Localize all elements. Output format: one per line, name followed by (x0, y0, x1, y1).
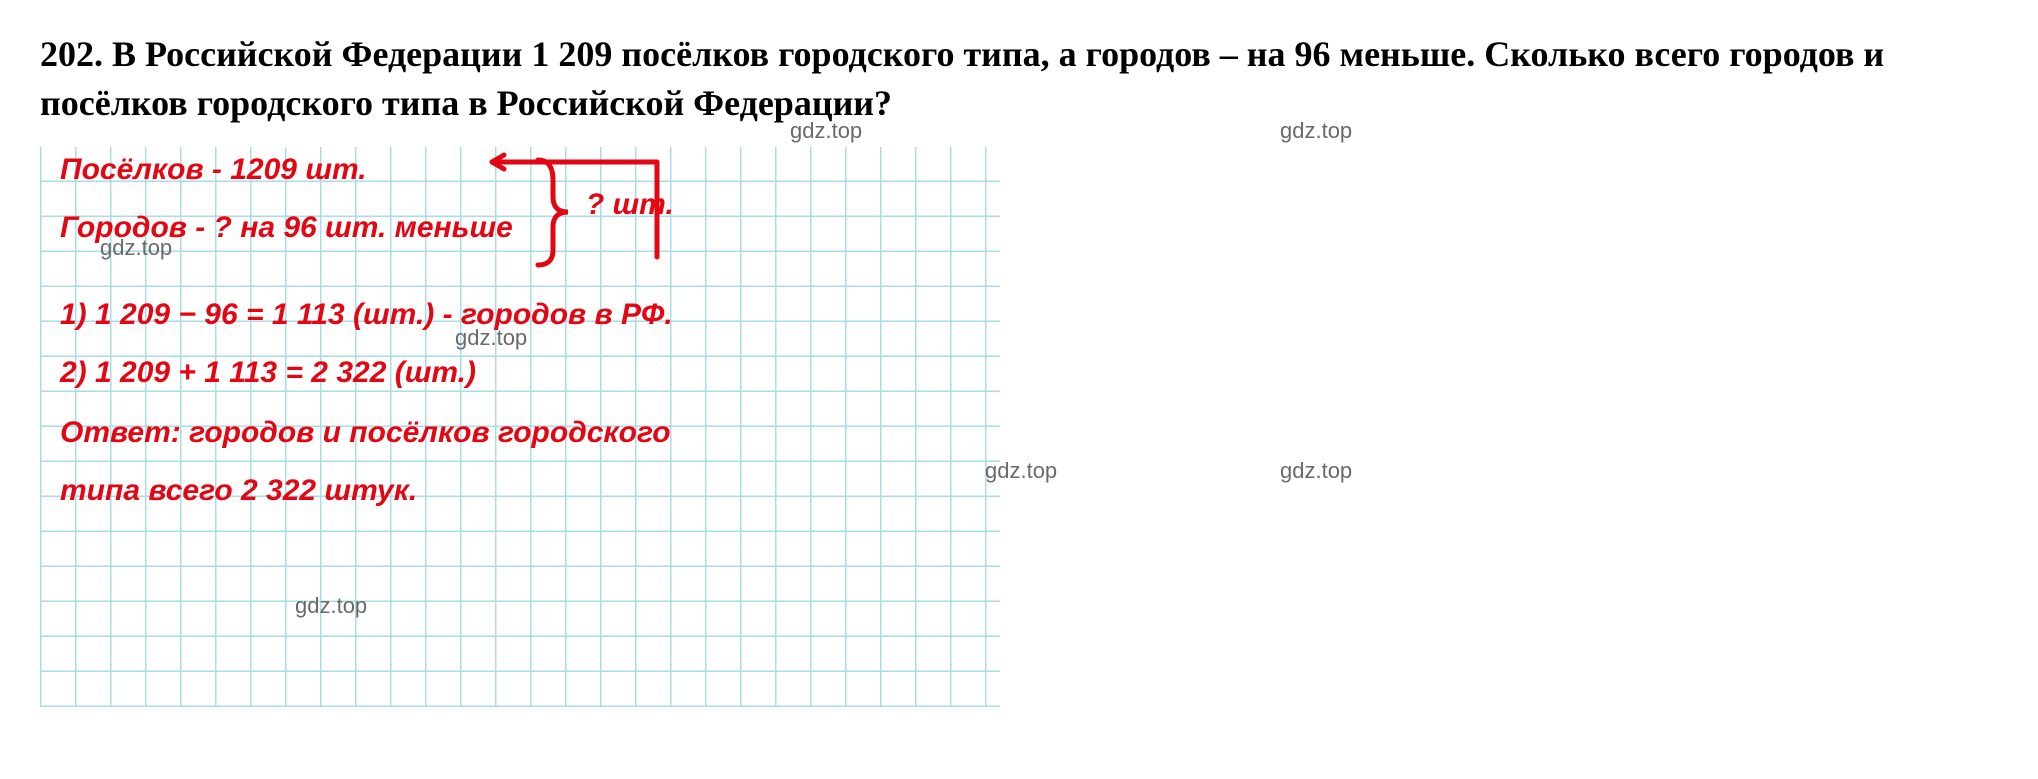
problem-number: 202. (40, 34, 103, 74)
problem-body: В Российской Федерации 1 209 посёлков го… (40, 34, 1884, 123)
question-total: ? шт. (586, 190, 674, 220)
watermark: gdz.top (100, 235, 172, 261)
curly-brace (528, 155, 578, 270)
watermark: gdz.top (985, 458, 1057, 484)
watermark: gdz.top (455, 325, 527, 351)
solution-step-1: 1) 1 209 − 96 = 1 113 (шт.) - городов в … (60, 300, 1000, 330)
answer-line-1: Ответ: городов и посёлков городского (60, 418, 1000, 448)
solution-step-2: 2) 1 209 + 1 113 = 2 322 (шт.) (60, 358, 1000, 388)
watermark: gdz.top (1280, 458, 1352, 484)
given-block: Посёлков - 1209 шт. Городов - ? на 96 шт… (60, 155, 1000, 270)
watermark: gdz.top (295, 593, 367, 619)
watermark: gdz.top (1280, 118, 1352, 144)
watermark: gdz.top (790, 118, 862, 144)
given-line-1: Посёлков - 1209 шт. (60, 155, 513, 185)
answer-line-2: типа всего 2 322 штук. (60, 476, 1000, 506)
solution-content: Посёлков - 1209 шт. Городов - ? на 96 шт… (40, 147, 1000, 707)
problem-statement: 202. В Российской Федерации 1 209 посёлк… (0, 0, 2038, 137)
solution-area: Посёлков - 1209 шт. Городов - ? на 96 шт… (40, 147, 1000, 707)
